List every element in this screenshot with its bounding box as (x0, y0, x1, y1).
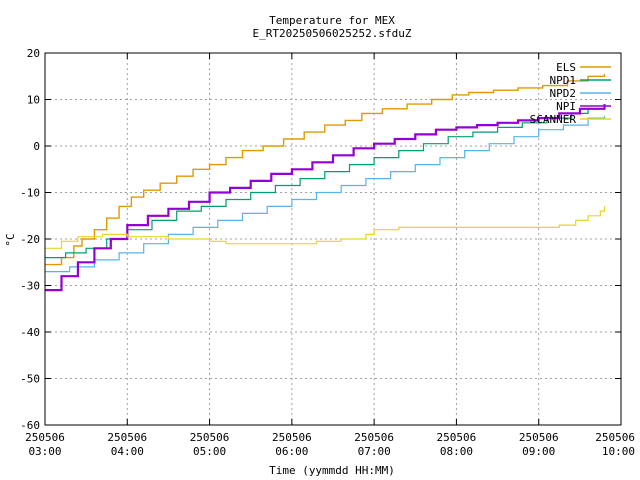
x-tick-time-label: 05:00 (193, 445, 226, 458)
x-tick-date-label: 250506 (354, 431, 394, 444)
x-tick-time-label: 09:00 (522, 445, 555, 458)
legend-label: NPD1 (550, 74, 577, 87)
x-tick-time-label: 07:00 (358, 445, 391, 458)
legend-label: NPI (556, 100, 576, 113)
series-line-els (45, 73, 606, 266)
series-layer (45, 73, 606, 292)
legend-label: SCANNER (530, 113, 577, 126)
x-tick-time-label: 06:00 (275, 445, 308, 458)
x-tick-time-label: 03:00 (28, 445, 61, 458)
x-tick-date-label: 250506 (107, 431, 147, 444)
x-axis-label: Time (yymmdd HH:MM) (269, 464, 395, 477)
y-tick-label: 10 (27, 94, 40, 107)
y-tick-label: -10 (20, 187, 40, 200)
grid (45, 53, 621, 425)
y-tick-label: -50 (20, 373, 40, 386)
x-tick-date-label: 250506 (519, 431, 559, 444)
y-axis-label: °C (4, 233, 17, 246)
x-tick-date-label: 250506 (190, 431, 230, 444)
x-tick-time-label: 10:00 (602, 445, 635, 458)
y-tick-label: 20 (27, 47, 40, 60)
chart-title: Temperature for MEX (269, 14, 395, 27)
legend-label: NPD2 (550, 87, 577, 100)
legend-label: ELS (556, 61, 576, 74)
x-tick-time-label: 04:00 (111, 445, 144, 458)
chart-subtitle: E_RT20250506025252.sfduZ (253, 27, 412, 40)
x-tick-date-label: 250506 (25, 431, 65, 444)
y-tick-label: -30 (20, 280, 40, 293)
y-tick-label: -40 (20, 326, 40, 339)
x-tick-time-label: 08:00 (440, 445, 473, 458)
x-tick-date-label: 250506 (272, 431, 312, 444)
y-tick-label: -60 (20, 419, 40, 432)
axes: -60-50-40-30-20-100102025050603:00250506… (20, 47, 635, 458)
series-line-scanner (45, 206, 606, 249)
y-tick-label: 0 (33, 140, 40, 153)
y-tick-label: -20 (20, 233, 40, 246)
x-tick-date-label: 250506 (595, 431, 635, 444)
series-line-npd2 (45, 115, 606, 273)
x-tick-date-label: 250506 (437, 431, 477, 444)
